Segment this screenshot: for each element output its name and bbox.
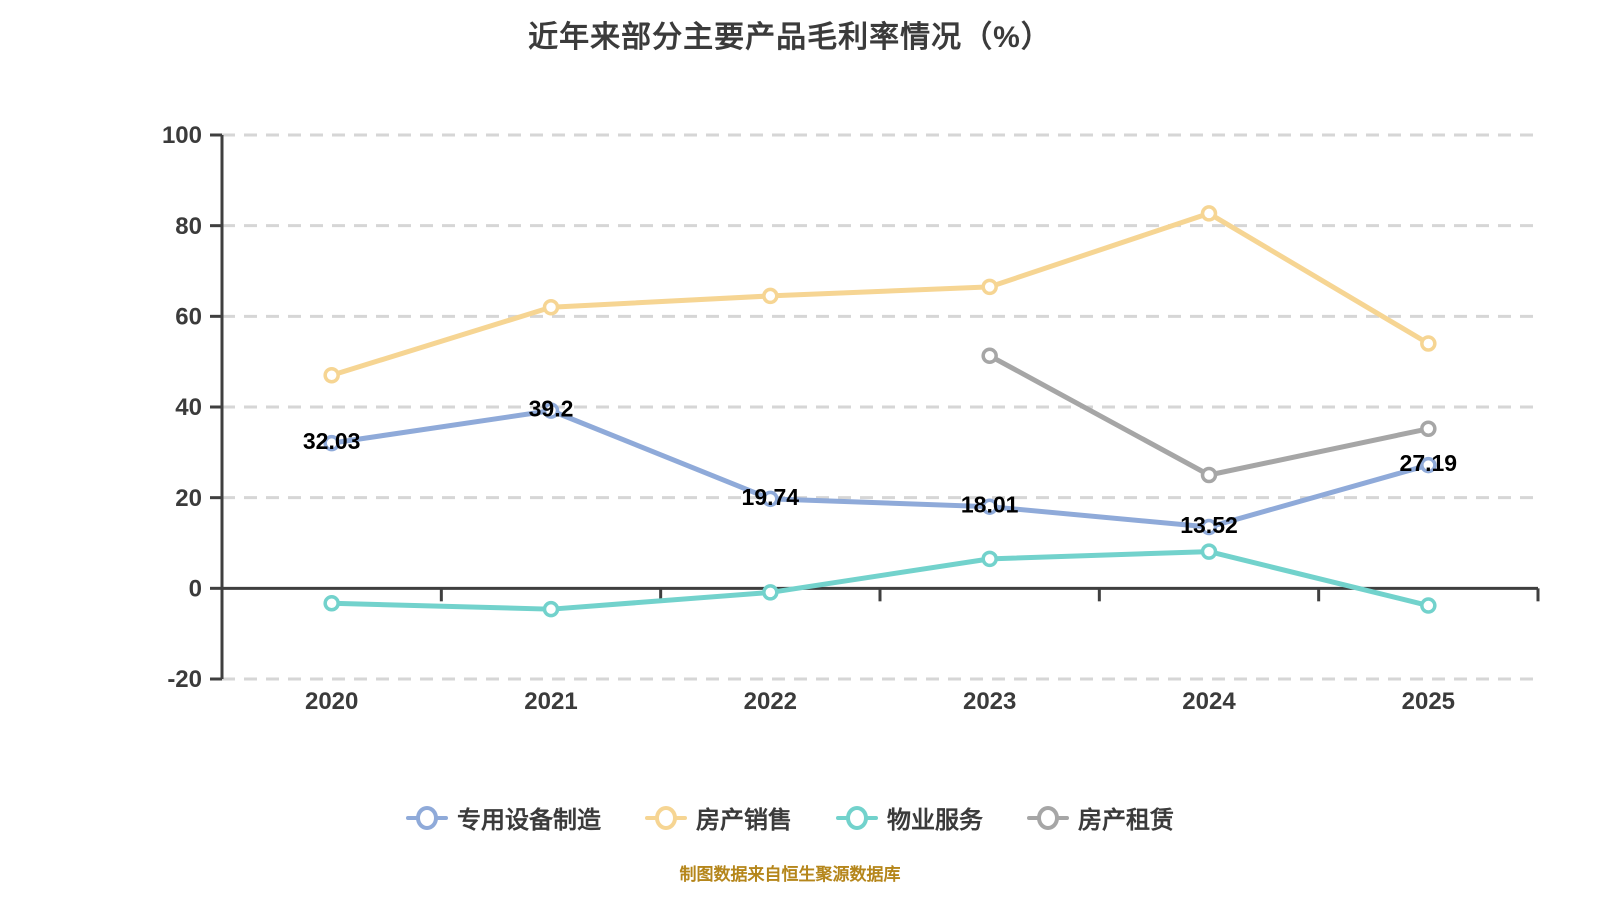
data-point-marker[interactable] <box>1200 518 1218 536</box>
data-point-marker[interactable] <box>542 600 560 618</box>
x-axis-label: 2020 <box>305 688 358 715</box>
legend-marker-dot <box>1037 805 1059 830</box>
data-point-marker[interactable] <box>981 347 998 365</box>
legend-item-1[interactable]: 专用设备制造 <box>406 800 601 835</box>
data-point-marker[interactable] <box>1200 466 1218 484</box>
data-point-marker[interactable] <box>323 367 340 384</box>
data-point-marker[interactable] <box>1200 205 1218 222</box>
legend-marker-dot <box>846 805 868 830</box>
data-point-marker[interactable] <box>542 402 560 419</box>
data-label: 39.2 <box>529 396 574 422</box>
legend-marker <box>645 805 687 830</box>
legend-marker <box>1027 805 1069 830</box>
series-line <box>329 549 1431 612</box>
x-axis-label: 2022 <box>744 688 797 715</box>
data-point-marker[interactable] <box>981 498 998 515</box>
data-point-marker[interactable] <box>1420 597 1437 614</box>
y-axis-label: 80 <box>175 213 202 240</box>
data-point-marker[interactable] <box>762 287 779 305</box>
y-axis-label: -20 <box>167 666 202 693</box>
data-point-marker[interactable] <box>542 299 560 316</box>
series-1 <box>323 402 1437 536</box>
chart-legend: 专用设备制造 房产销售 物业服务 房产租赁 <box>0 800 1580 835</box>
data-point-marker[interactable] <box>1420 420 1437 438</box>
legend-marker <box>406 805 448 830</box>
series-2 <box>323 205 1437 384</box>
data-point-marker[interactable] <box>981 278 998 296</box>
data-label: 27.19 <box>1400 450 1458 476</box>
legend-item-4[interactable]: 房产租赁 <box>1027 800 1174 835</box>
data-label: 32.03 <box>303 428 361 454</box>
data-point-marker[interactable] <box>762 584 779 601</box>
y-axis-label: 20 <box>175 485 202 512</box>
y-axis-label: 60 <box>175 303 202 330</box>
data-point-marker[interactable] <box>1420 335 1437 352</box>
y-axis-label: 100 <box>162 122 202 149</box>
data-point-marker[interactable] <box>1420 456 1437 474</box>
y-axis-label: 0 <box>189 575 202 602</box>
legend-label: 房产销售 <box>696 807 792 834</box>
series-4 <box>981 347 1437 484</box>
legend-label: 专用设备制造 <box>457 807 601 834</box>
data-source-note: 制图数据来自恒生聚源数据库 <box>679 865 901 884</box>
data-label: 13.52 <box>1180 512 1238 538</box>
x-axis-label: 2024 <box>1182 688 1236 715</box>
chart-title: 近年来部分主要产品毛利率情况（%） <box>528 21 1052 54</box>
series-3 <box>323 543 1437 618</box>
data-point-marker[interactable] <box>762 490 779 508</box>
data-point-marker[interactable] <box>981 550 998 568</box>
data-label: 19.74 <box>742 484 800 510</box>
data-point-marker[interactable] <box>323 595 340 612</box>
series-line <box>329 408 1431 530</box>
legend-item-3[interactable]: 物业服务 <box>836 800 983 835</box>
legend-item-2[interactable]: 房产销售 <box>645 800 792 835</box>
x-axis-label: 2023 <box>963 688 1016 715</box>
series-line <box>987 353 1431 478</box>
x-axis-label: 2021 <box>524 688 577 715</box>
data-label: 18.01 <box>961 492 1019 518</box>
legend-marker-dot <box>416 805 438 830</box>
x-axis-label: 2025 <box>1402 688 1455 715</box>
series-line <box>329 210 1431 378</box>
legend-label: 物业服务 <box>887 807 983 834</box>
data-point-marker[interactable] <box>323 434 340 452</box>
data-point-marker[interactable] <box>1200 543 1218 560</box>
y-axis-label: 40 <box>175 394 202 421</box>
legend-marker <box>836 805 878 830</box>
legend-marker-dot <box>655 805 677 830</box>
legend-label: 房产租赁 <box>1078 807 1174 834</box>
